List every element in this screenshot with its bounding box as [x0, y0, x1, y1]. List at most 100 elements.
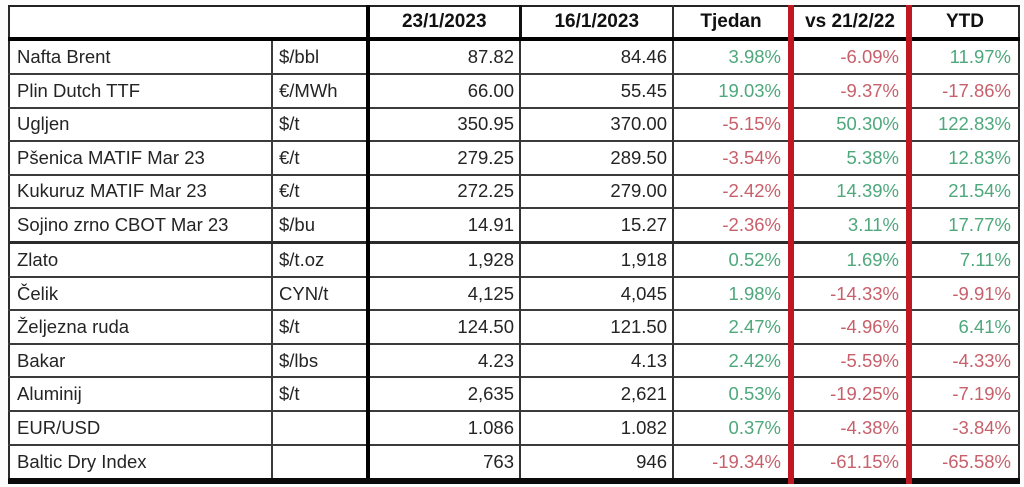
ytd-cell: -7.19% — [909, 376, 1019, 411]
price-current-cell: 763 — [368, 443, 521, 481]
header-date-current: 23/1/2023 — [368, 5, 522, 41]
vs-feb22-cell: 5.38% — [791, 140, 912, 175]
unit-cell: $/t — [272, 106, 370, 142]
header-row: 23/1/2023 16/1/2023 Tjedan vs 21/2/22 YT… — [9, 5, 1019, 41]
row-aluminij: Aluminij $/t 2,635 2,621 0.53% -19.25% -… — [9, 376, 1019, 411]
vs-feb22-cell: 3.11% — [791, 207, 912, 243]
unit-cell: $/lbs — [272, 342, 370, 378]
ytd-cell: -4.33% — [909, 342, 1019, 378]
header-week-change: Tjedan — [673, 5, 794, 41]
vs-feb22-cell: -6.09% — [791, 39, 912, 74]
ytd-cell: 21.54% — [909, 173, 1019, 209]
week-change-cell: -2.42% — [673, 173, 794, 209]
commodity-name-cell: Baltic Dry Index — [9, 443, 273, 481]
week-change-cell: 0.53% — [673, 376, 794, 411]
week-change-cell: 1.98% — [673, 275, 794, 311]
price-current-cell: 272.25 — [368, 173, 521, 209]
price-previous-cell: 15.27 — [520, 207, 674, 243]
unit-cell: €/MWh — [272, 72, 370, 108]
vs-feb22-cell: 50.30% — [791, 106, 912, 142]
price-previous-cell: 279.00 — [520, 173, 674, 209]
row-eur-usd: EUR/USD 1.086 1.082 0.37% -4.38% -3.84% — [9, 409, 1019, 445]
commodity-name-cell: Aluminij — [9, 376, 273, 411]
unit-cell — [272, 443, 370, 481]
header-date-previous: 16/1/2023 — [520, 5, 674, 41]
week-change-cell: -2.36% — [673, 207, 794, 243]
price-current-cell: 1.086 — [368, 409, 521, 445]
ytd-cell: 122.83% — [909, 106, 1019, 142]
week-change-cell: -19.34% — [673, 443, 794, 481]
price-current-cell: 2,635 — [368, 376, 521, 411]
week-change-cell: -5.15% — [673, 106, 794, 142]
ytd-cell: 6.41% — [909, 309, 1019, 344]
commodity-name-cell: Kukuruz MATIF Mar 23 — [9, 173, 273, 209]
header-corner-cell — [9, 5, 370, 41]
vs-feb22-cell: -5.59% — [791, 342, 912, 378]
commodity-price-table-container: 23/1/2023 16/1/2023 Tjedan vs 21/2/22 YT… — [8, 5, 1020, 484]
price-current-cell: 279.25 — [368, 140, 521, 175]
price-previous-cell: 4.13 — [520, 342, 674, 378]
commodity-name-cell: EUR/USD — [9, 409, 273, 445]
commodity-name-cell: Plin Dutch TTF — [9, 72, 273, 108]
week-change-cell: 0.52% — [673, 240, 794, 277]
commodity-name-cell: Pšenica MATIF Mar 23 — [9, 140, 273, 175]
price-previous-cell: 946 — [520, 443, 674, 481]
ytd-cell: 11.97% — [949, 45, 1011, 67]
price-previous-cell: 84.46 — [520, 39, 674, 74]
row-nafta-brent: Nafta Brent $/bbl 87.82 84.46 3.98% -6.0… — [9, 39, 1019, 74]
row-baltic-dry-index: Baltic Dry Index 763 946 -19.34% -61.15%… — [9, 443, 1019, 481]
ytd-cell: -17.86% — [909, 72, 1019, 108]
row-celik: Čelik CYN/t 4,125 4,045 1.98% -14.33% -9… — [9, 275, 1019, 311]
unit-cell: $/bbl — [272, 39, 370, 74]
week-change-cell: 2.47% — [673, 309, 794, 344]
price-current-cell: 4,125 — [368, 275, 521, 311]
commodity-name-cell: Sojino zrno CBOT Mar 23 — [9, 207, 273, 243]
ytd-cell: 7.11% — [909, 240, 1019, 277]
unit-cell: $/t.oz — [272, 240, 370, 277]
ytd-cell: 12.83% — [909, 140, 1019, 175]
header-vs-feb22: vs 21/2/22 — [791, 5, 912, 41]
row-kukuruz-matif: Kukuruz MATIF Mar 23 €/t 272.25 279.00 -… — [9, 173, 1019, 209]
price-previous-cell: 1,918 — [520, 240, 674, 277]
price-previous-cell: 370.00 — [520, 106, 674, 142]
header-ytd: YTD — [909, 5, 1019, 41]
vs-feb22-cell: 14.39% — [791, 173, 912, 209]
unit-cell — [272, 409, 370, 445]
unit-cell: $/t — [272, 376, 370, 411]
row-zeljezna-ruda: Željezna ruda $/t 124.50 121.50 2.47% -4… — [9, 309, 1019, 344]
price-previous-cell: 289.50 — [520, 140, 674, 175]
week-change-cell: 0.37% — [673, 409, 794, 445]
row-zlato: Zlato $/t.oz 1,928 1,918 0.52% 1.69% 7.1… — [9, 240, 1019, 277]
row-sojino-zrno: Sojino zrno CBOT Mar 23 $/bu 14.91 15.27… — [9, 207, 1019, 243]
vs-feb22-cell: 1.69% — [791, 240, 912, 277]
row-ugljen: Ugljen $/t 350.95 370.00 -5.15% 50.30% 1… — [9, 106, 1019, 142]
week-change-cell: 19.03% — [673, 72, 794, 108]
price-previous-cell: 1.082 — [520, 409, 674, 445]
commodity-name-cell: Zlato — [9, 240, 273, 277]
vs-feb22-cell: -61.15% — [791, 443, 912, 481]
commodity-name-cell: Željezna ruda — [9, 309, 273, 344]
week-change-cell: 3.98% — [673, 39, 794, 74]
vs-feb22-cell: -4.96% — [791, 309, 912, 344]
commodity-name-cell: Nafta Brent — [9, 39, 273, 74]
commodity-name-cell: Ugljen — [9, 106, 273, 142]
row-plin-dutch-ttf: Plin Dutch TTF €/MWh 66.00 55.45 19.03% … — [9, 72, 1019, 108]
commodity-name-cell: Bakar — [9, 342, 273, 378]
ytd-cell: -3.84% — [909, 409, 1019, 445]
ytd-cell: -9.91% — [909, 275, 1019, 311]
vs-feb22-cell: -14.33% — [791, 275, 912, 311]
row-psenica-matif: Pšenica MATIF Mar 23 €/t 279.25 289.50 -… — [9, 140, 1019, 175]
unit-cell: $/t — [272, 309, 370, 344]
vs-feb22-cell: -9.37% — [791, 72, 912, 108]
price-previous-cell: 2,621 — [520, 376, 674, 411]
ytd-cell: 17.77% — [909, 207, 1019, 243]
price-previous-cell: 4,045 — [520, 275, 674, 311]
ytd-cell: -65.58% — [909, 443, 1019, 481]
unit-cell: CYN/t — [272, 275, 370, 311]
price-current-cell: 1,928 — [368, 240, 521, 277]
row-bakar: Bakar $/lbs 4.23 4.13 2.42% -5.59% -4.33… — [9, 342, 1019, 378]
price-current-cell: 4.23 — [368, 342, 521, 378]
price-current-cell: 350.95 — [368, 106, 521, 142]
unit-cell: €/t — [272, 140, 370, 175]
price-current-cell: 14.91 — [368, 207, 521, 243]
